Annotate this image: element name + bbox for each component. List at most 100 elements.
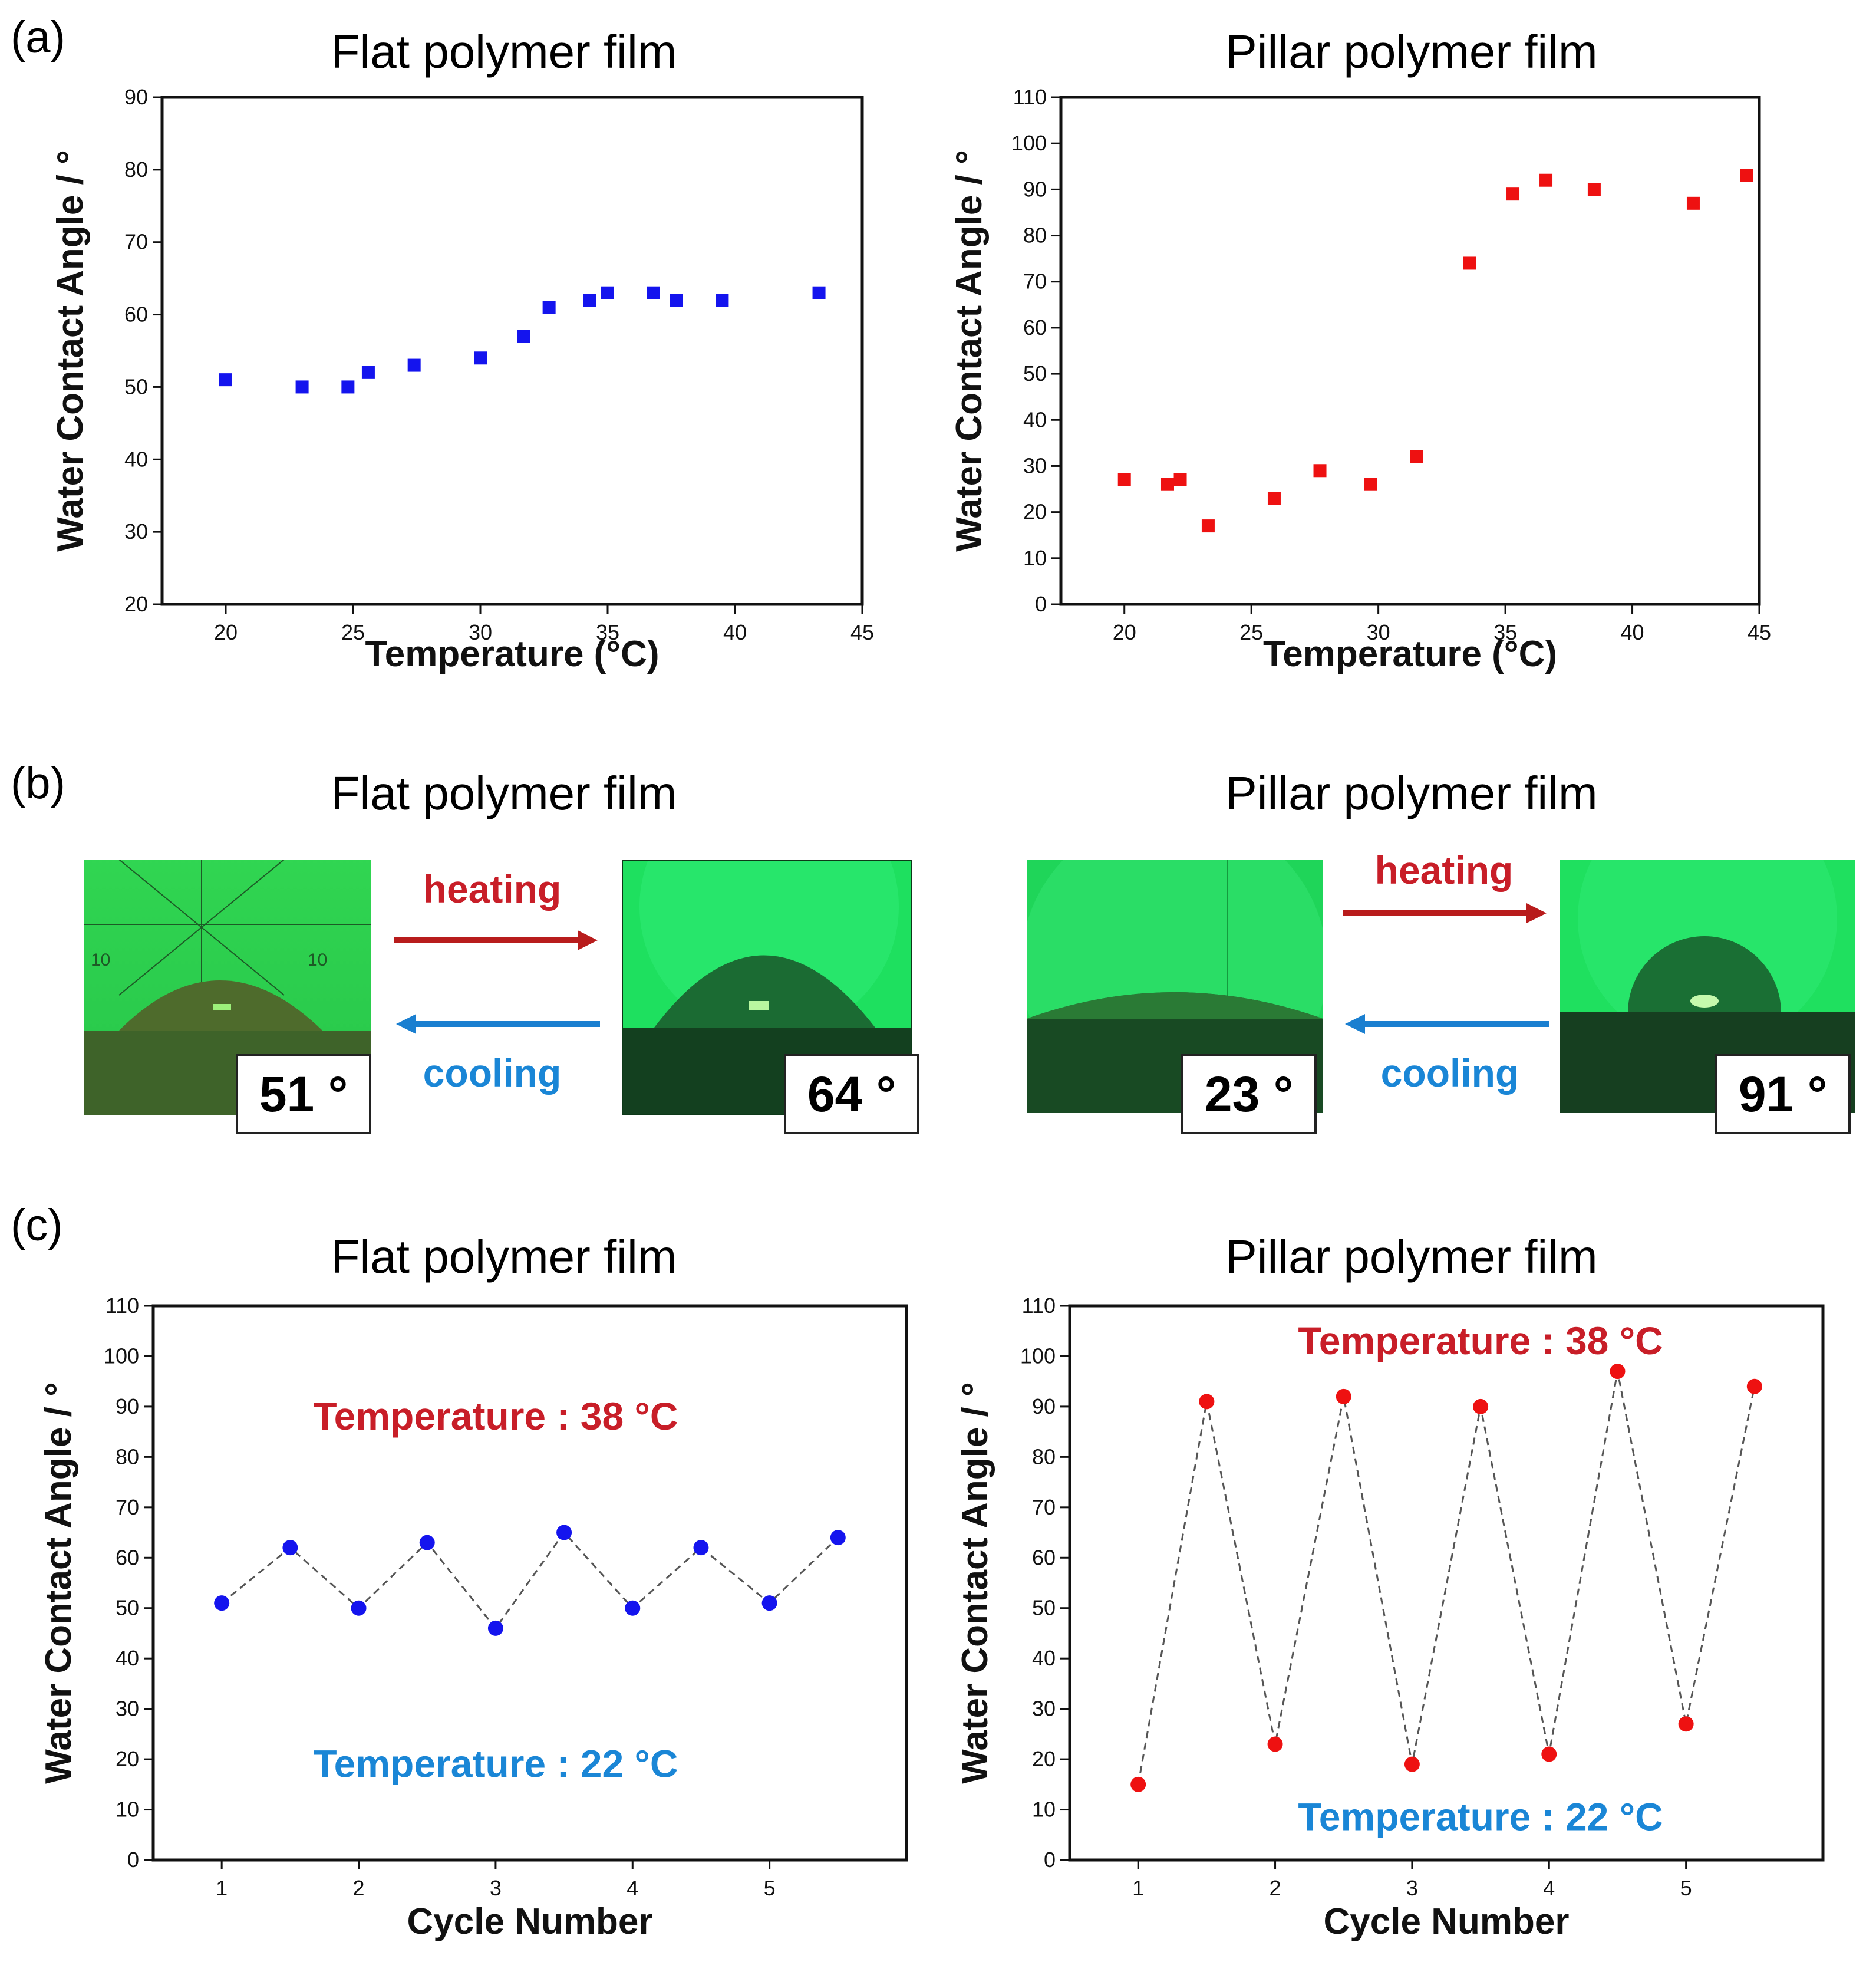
y-tick-label: 70	[1023, 269, 1047, 294]
y-tick-label: 30	[1023, 453, 1047, 478]
y-tick-label: 110	[1022, 1293, 1056, 1318]
data-point	[1201, 519, 1215, 533]
x-tick-label: 25	[1239, 620, 1263, 644]
y-axis-label: Water Contact Angle / °	[949, 150, 990, 552]
cooling-label-flat: cooling	[423, 1051, 562, 1095]
data-point	[474, 351, 487, 365]
angle-flat-22c: 51 °	[236, 1054, 371, 1134]
y-axis-label: Water Contact Angle / °	[50, 150, 91, 552]
chart-title-c-flat: Flat polymer film	[331, 1230, 677, 1283]
data-point	[282, 1540, 298, 1556]
data-point	[1541, 1746, 1557, 1762]
data-point	[341, 380, 355, 394]
data-point	[419, 1535, 435, 1550]
data-point	[351, 1600, 367, 1616]
data-point	[1610, 1364, 1626, 1380]
y-axis-label: Water Contact Angle / °	[38, 1382, 79, 1784]
x-axis-label: Temperature (°C)	[1263, 634, 1557, 674]
y-tick-label: 40	[124, 447, 148, 471]
x-axis-label: Cycle Number	[407, 1901, 653, 1942]
y-tick-label: 40	[1032, 1646, 1056, 1670]
data-point	[1336, 1388, 1351, 1404]
y-tick-label: 100	[1011, 131, 1047, 155]
angle-pillar-22c: 23 °	[1181, 1054, 1317, 1134]
data-point	[407, 358, 421, 372]
y-tick-label: 110	[1013, 85, 1047, 109]
chart-title-a-pillar: Pillar polymer film	[1225, 25, 1598, 78]
data-point	[556, 1525, 572, 1540]
x-tick-label: 4	[627, 1876, 638, 1900]
x-tick-label: 45	[850, 620, 874, 644]
data-point	[670, 294, 683, 307]
x-tick-label: 2	[353, 1876, 365, 1900]
heating-arrow-flat	[394, 930, 598, 950]
heating-arrow-pillar	[1343, 903, 1547, 923]
y-tick-label: 10	[1023, 546, 1047, 570]
heating-label-flat: heating	[423, 867, 562, 911]
data-point	[1686, 196, 1700, 210]
data-point	[716, 294, 729, 307]
y-tick-label: 20	[124, 592, 148, 616]
photo-title-pillar: Pillar polymer film	[1225, 767, 1598, 819]
x-axis-label: Cycle Number	[1324, 1901, 1570, 1942]
angle-pillar-38c: 91 °	[1715, 1054, 1851, 1134]
y-axis-label: Water Contact Angle / °	[955, 1382, 995, 1784]
heating-label-pillar: heating	[1374, 848, 1514, 892]
temperature-annotation: Temperature : 38 °C	[313, 1394, 678, 1438]
y-tick-label: 90	[1032, 1394, 1056, 1418]
chart-title-a-flat: Flat polymer film	[331, 25, 677, 78]
photo-pillar-38c	[1560, 860, 1855, 1113]
data-point	[647, 286, 660, 299]
x-tick-label: 3	[1406, 1876, 1418, 1900]
plot-frame	[160, 96, 864, 606]
data-point	[219, 373, 232, 387]
y-tick-label: 70	[1032, 1495, 1056, 1519]
cooling-label-pillar: cooling	[1380, 1051, 1519, 1095]
x-tick-label: 25	[341, 620, 365, 644]
data-point	[625, 1600, 641, 1616]
x-tick-label: 40	[723, 620, 747, 644]
data-point	[1740, 169, 1753, 182]
data-point	[214, 1595, 230, 1611]
y-tick-label: 90	[116, 1394, 139, 1418]
y-tick-label: 80	[124, 157, 148, 182]
data-point	[1587, 183, 1601, 196]
y-tick-label: 20	[1023, 500, 1047, 524]
data-point	[295, 380, 309, 394]
series-line	[1137, 1371, 1756, 1785]
x-tick-label: 45	[1748, 620, 1771, 644]
svg-text:10: 10	[308, 950, 327, 970]
panel-label-b: (b)	[11, 758, 65, 808]
y-tick-label: 80	[1023, 223, 1047, 248]
photo-flat-38c	[622, 860, 912, 1115]
y-tick-label: 10	[1032, 1797, 1056, 1822]
data-point	[487, 1620, 503, 1636]
temperature-annotation: Temperature : 22 °C	[1298, 1795, 1663, 1838]
data-point	[1463, 256, 1476, 270]
x-tick-label: 30	[1367, 620, 1390, 644]
data-point	[601, 286, 614, 299]
x-tick-label: 35	[596, 620, 619, 644]
y-tick-label: 60	[124, 302, 148, 327]
y-tick-label: 110	[105, 1293, 139, 1318]
y-tick-label: 70	[124, 230, 148, 254]
data-point	[1539, 173, 1553, 187]
y-tick-label: 30	[116, 1697, 139, 1721]
chart-c-flat: 0 10 20 30 40 50 60 70 80 90 100 110 1 2 3 4 5 Cycle Numb…	[38, 1293, 908, 1942]
chart-a-pillar: 0 10 20 30 40 50 60 70 80 90 100 110 20 25 30 35 40 45 Tem…	[949, 85, 1771, 674]
y-tick-label: 0	[1044, 1848, 1056, 1872]
y-tick-label: 50	[124, 374, 148, 399]
data-point	[1130, 1776, 1146, 1792]
data-point	[1160, 478, 1174, 491]
x-axis-label: Temperature (°C)	[365, 634, 659, 674]
y-tick-label: 30	[1032, 1697, 1056, 1721]
data-point	[361, 366, 375, 379]
y-tick-label: 90	[124, 85, 148, 109]
y-tick-label: 60	[1032, 1545, 1056, 1569]
x-tick-label: 4	[1543, 1876, 1555, 1900]
x-tick-label: 30	[469, 620, 492, 644]
x-tick-label: 5	[764, 1876, 776, 1900]
y-tick-label: 40	[116, 1646, 139, 1670]
data-point	[1267, 492, 1281, 505]
